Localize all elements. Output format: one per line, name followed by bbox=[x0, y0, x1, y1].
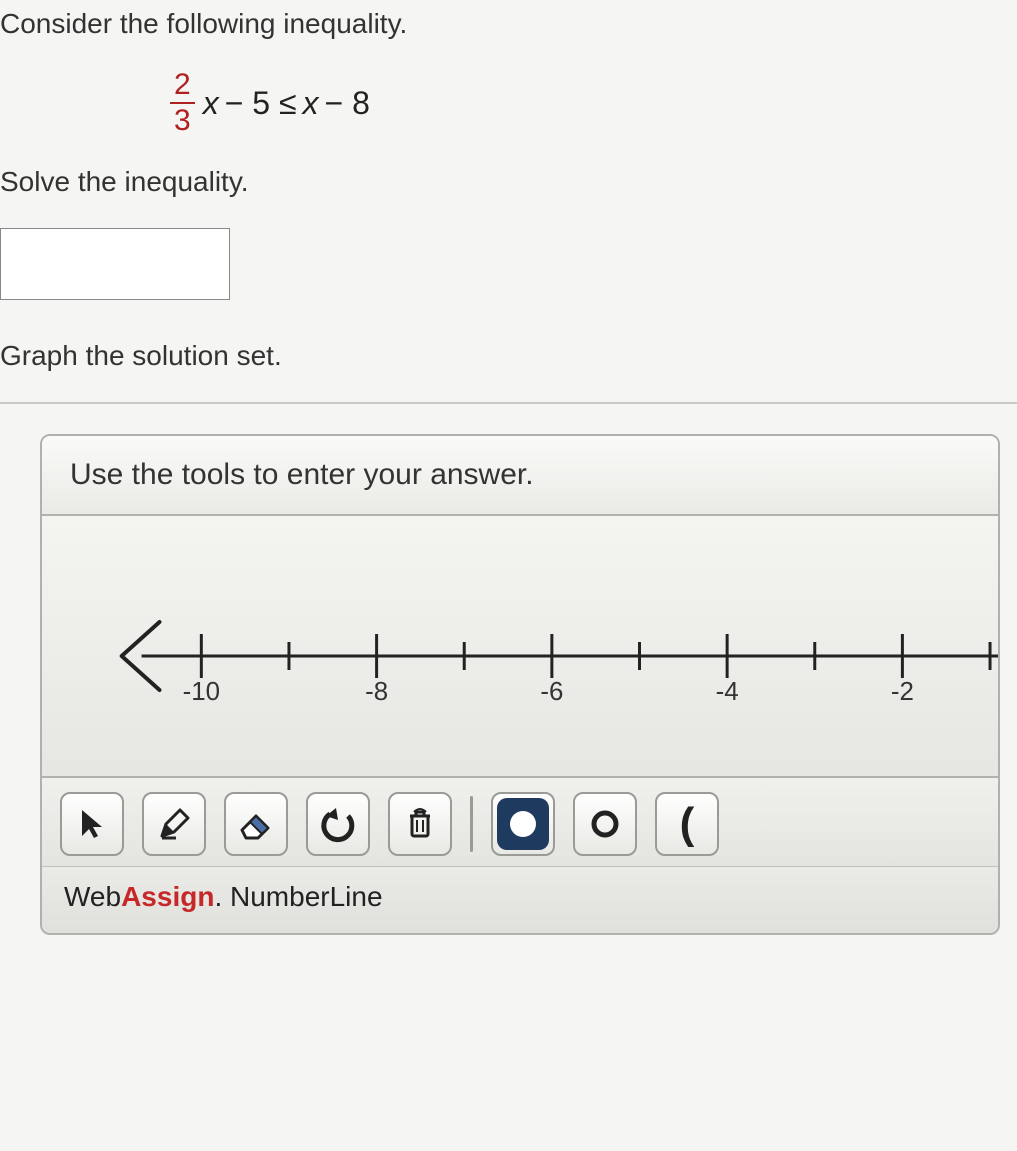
numberline-canvas[interactable]: -10 -8 -6 -4 -2 bbox=[42, 516, 998, 776]
svg-text:-4: -4 bbox=[716, 678, 739, 706]
open-point-icon[interactable] bbox=[573, 792, 637, 856]
numberline-tool-panel: Use the tools to enter your answer. -10-… bbox=[40, 434, 1000, 935]
pencil-icon[interactable] bbox=[142, 792, 206, 856]
fraction: 2 3 bbox=[170, 70, 195, 136]
svg-text:-10: -10 bbox=[183, 678, 220, 706]
toolbar-separator bbox=[470, 796, 473, 852]
divider bbox=[0, 402, 1017, 404]
answer-input[interactable] bbox=[0, 228, 230, 300]
inequality-expression: 2 3 x − 5 ≤ x − 8 bbox=[170, 70, 1017, 136]
trash-icon[interactable] bbox=[388, 792, 452, 856]
open-paren-icon[interactable]: ( bbox=[655, 792, 719, 856]
undo-icon[interactable] bbox=[306, 792, 370, 856]
toolbar: ( bbox=[42, 776, 998, 866]
closed-point-icon[interactable] bbox=[491, 792, 555, 856]
svg-text:-8: -8 bbox=[365, 678, 388, 706]
graph-label: Graph the solution set. bbox=[0, 340, 1017, 372]
solve-label: Solve the inequality. bbox=[0, 166, 1017, 198]
svg-text:-6: -6 bbox=[540, 678, 563, 706]
brand-label: WebAssign. NumberLine bbox=[42, 866, 998, 933]
cursor-icon[interactable] bbox=[60, 792, 124, 856]
tool-header: Use the tools to enter your answer. bbox=[42, 436, 998, 516]
svg-text:-2: -2 bbox=[891, 678, 914, 706]
eraser-icon[interactable] bbox=[224, 792, 288, 856]
question-intro: Consider the following inequality. bbox=[0, 8, 1017, 40]
